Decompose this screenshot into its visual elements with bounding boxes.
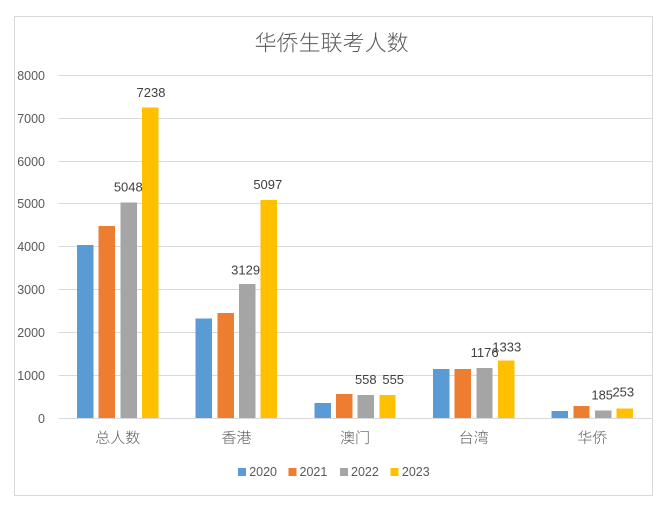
svg-text:3129: 3129: [231, 263, 260, 278]
svg-text:2023: 2023: [402, 465, 430, 479]
svg-text:2022: 2022: [351, 465, 379, 479]
svg-text:1333: 1333: [492, 339, 521, 354]
svg-text:2020: 2020: [249, 465, 277, 479]
svg-text:6000: 6000: [17, 155, 45, 169]
svg-text:0: 0: [38, 412, 45, 426]
svg-text:5048: 5048: [114, 180, 143, 195]
svg-text:5000: 5000: [17, 197, 45, 211]
svg-text:2000: 2000: [17, 326, 45, 340]
svg-text:2021: 2021: [300, 465, 328, 479]
svg-text:4000: 4000: [17, 240, 45, 254]
svg-text:555: 555: [382, 372, 404, 387]
svg-text:5097: 5097: [253, 177, 282, 192]
svg-text:1176: 1176: [471, 345, 499, 360]
svg-text:185: 185: [591, 388, 613, 403]
svg-text:7238: 7238: [137, 85, 166, 100]
svg-text:8000: 8000: [17, 69, 45, 83]
svg-text:558: 558: [355, 372, 377, 387]
svg-text:253: 253: [612, 385, 634, 400]
svg-text:7000: 7000: [17, 112, 45, 126]
svg-text:3000: 3000: [17, 283, 45, 297]
svg-text:1000: 1000: [17, 369, 45, 383]
